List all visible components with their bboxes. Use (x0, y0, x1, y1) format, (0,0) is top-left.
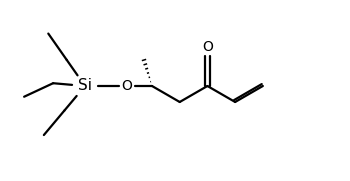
Text: O: O (202, 40, 213, 54)
Text: Si: Si (78, 79, 92, 94)
Text: O: O (121, 79, 132, 93)
